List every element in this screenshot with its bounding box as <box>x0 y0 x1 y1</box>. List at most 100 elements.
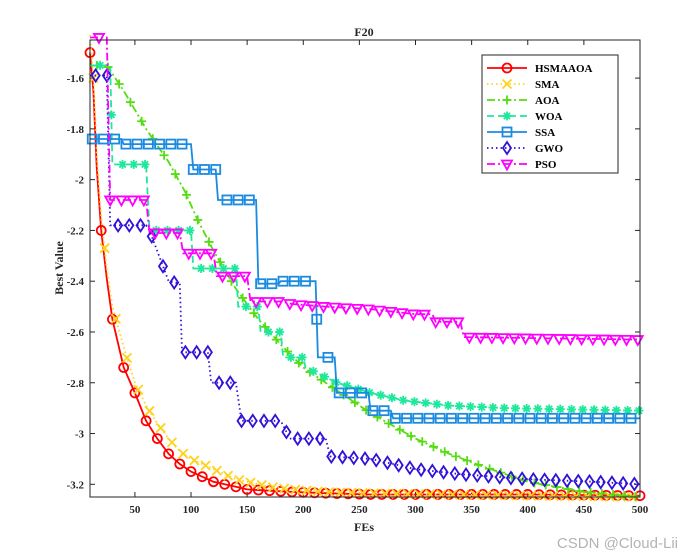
data-point <box>492 490 503 501</box>
data-point <box>180 344 191 360</box>
data-point <box>315 430 326 447</box>
data-point <box>494 469 505 485</box>
series-line <box>89 52 641 497</box>
data-point <box>401 412 412 424</box>
data-point <box>215 257 225 267</box>
data-point <box>350 303 364 316</box>
data-point <box>151 433 163 445</box>
data-point <box>522 404 532 414</box>
data-point <box>501 62 513 74</box>
data-point <box>232 194 244 206</box>
data-point <box>558 412 570 424</box>
data-point <box>578 405 588 415</box>
data-point <box>320 372 330 382</box>
data-point <box>550 472 561 488</box>
data-point <box>125 97 135 107</box>
data-point <box>238 271 252 284</box>
data-point <box>112 217 124 233</box>
data-point <box>193 215 203 225</box>
data-point <box>488 403 498 413</box>
data-point <box>503 490 514 501</box>
data-point <box>474 332 488 345</box>
data-point <box>266 278 278 290</box>
data-point <box>350 398 360 408</box>
data-point <box>468 412 480 424</box>
data-point <box>440 447 450 457</box>
data-point <box>256 479 267 491</box>
plot-frame <box>89 39 641 498</box>
data-point <box>406 431 416 441</box>
data-point <box>129 387 141 399</box>
data-point <box>230 264 240 273</box>
data-point <box>451 317 465 330</box>
data-point <box>213 375 225 391</box>
data-point <box>174 225 184 235</box>
data-point <box>603 412 614 424</box>
data-point <box>436 489 447 500</box>
data-point <box>301 485 312 496</box>
data-point <box>460 466 472 483</box>
data-point <box>429 317 443 330</box>
data-point <box>225 375 236 391</box>
data-point <box>499 403 509 413</box>
data-point <box>247 413 258 429</box>
y-tick-label: -1.8 <box>67 124 85 136</box>
data-point <box>174 458 186 470</box>
data-point <box>328 302 342 315</box>
data-point <box>387 393 397 403</box>
data-point <box>606 475 618 491</box>
data-point <box>501 126 513 138</box>
data-point <box>451 451 461 461</box>
data-point <box>219 264 229 273</box>
data-point <box>118 159 128 169</box>
data-point <box>342 381 352 391</box>
data-point <box>199 164 210 175</box>
data-point <box>140 415 152 427</box>
data-point <box>575 334 589 347</box>
data-point <box>159 228 173 241</box>
data-point <box>208 476 219 488</box>
x-tick-label: 500 <box>632 504 649 516</box>
data-point <box>243 194 255 206</box>
data-point <box>417 309 432 322</box>
data-point <box>176 138 188 150</box>
data-point <box>121 352 133 364</box>
data-point <box>524 412 536 424</box>
data-point <box>393 457 404 473</box>
data-point <box>384 307 398 319</box>
data-point <box>472 467 483 484</box>
data-point <box>533 404 543 414</box>
x-tick-label: 400 <box>520 504 537 516</box>
series-line <box>90 64 641 412</box>
data-point <box>148 228 162 241</box>
data-point <box>469 489 481 501</box>
data-point <box>178 448 189 459</box>
legend: HSMAAOA SMA AOA WOA SSA GWO PSO <box>481 54 619 174</box>
data-point <box>427 463 438 479</box>
data-point <box>137 116 147 126</box>
data-point <box>169 274 180 291</box>
data-point <box>569 412 581 424</box>
data-point <box>502 412 513 424</box>
data-point <box>98 133 109 145</box>
data-point <box>215 271 229 284</box>
data-point <box>120 138 132 150</box>
data-point <box>159 150 169 160</box>
data-point <box>171 228 185 241</box>
data-point <box>281 424 292 440</box>
data-point <box>634 406 644 416</box>
data-point <box>597 334 611 347</box>
data-point <box>443 400 453 410</box>
data-point <box>277 275 289 287</box>
watermark-text: CSDN @Cloud-Lii <box>556 535 678 552</box>
data-point <box>454 401 464 411</box>
data-point <box>337 449 348 465</box>
data-point <box>364 388 374 398</box>
data-point <box>185 225 195 235</box>
series-line <box>90 138 640 420</box>
data-point <box>204 237 214 247</box>
data-point <box>165 138 177 150</box>
legend-entry-pso: PSO <box>487 159 557 172</box>
data-point <box>547 412 558 424</box>
